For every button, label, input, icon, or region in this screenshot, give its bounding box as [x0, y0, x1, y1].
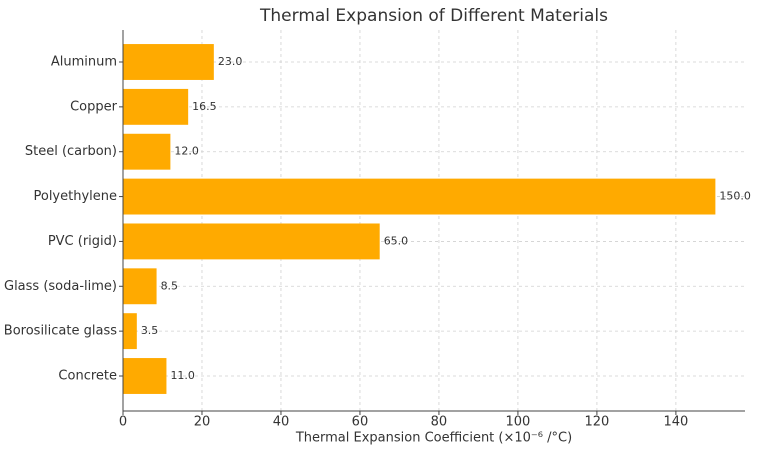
x-tick-label: 0 — [119, 415, 127, 430]
value-label: 16.5 — [192, 100, 217, 113]
x-axis-label: Thermal Expansion Coefficient (×10⁻⁶ /°C… — [295, 431, 572, 446]
y-tick-label: Copper — [70, 99, 118, 114]
chart-title: Thermal Expansion of Different Materials — [259, 6, 608, 26]
x-tick-label: 60 — [352, 415, 369, 430]
bar — [123, 178, 716, 215]
x-tick-label: 20 — [194, 415, 211, 430]
value-label: 12.0 — [174, 145, 199, 158]
x-tick-label: 120 — [584, 415, 609, 430]
y-tick-label: Polyethylene — [33, 189, 117, 204]
value-label: 65.0 — [384, 234, 409, 247]
y-tick-label: Steel (carbon) — [25, 144, 117, 159]
value-label: 8.5 — [161, 279, 179, 292]
bar — [123, 133, 171, 170]
x-tick-label: 40 — [273, 415, 290, 430]
value-label: 11.0 — [170, 369, 195, 382]
y-tick-label: Glass (soda-lime) — [4, 279, 117, 294]
x-tick-label: 140 — [663, 415, 688, 430]
y-tick-label: Aluminum — [51, 55, 117, 70]
value-label: 23.0 — [218, 55, 243, 68]
value-label: 150.0 — [719, 190, 751, 203]
bar — [123, 358, 167, 394]
bar — [123, 313, 137, 350]
y-tick-label: Borosilicate glass — [4, 324, 117, 339]
x-tick-label: 100 — [506, 415, 531, 430]
value-label: 3.5 — [141, 324, 159, 337]
y-tick-label: Concrete — [58, 369, 117, 384]
bar — [123, 44, 214, 80]
bar — [123, 223, 380, 260]
x-tick-label: 80 — [431, 415, 448, 430]
y-tick-label: PVC (rigid) — [48, 234, 117, 249]
bar — [123, 88, 189, 125]
bar — [123, 268, 157, 305]
